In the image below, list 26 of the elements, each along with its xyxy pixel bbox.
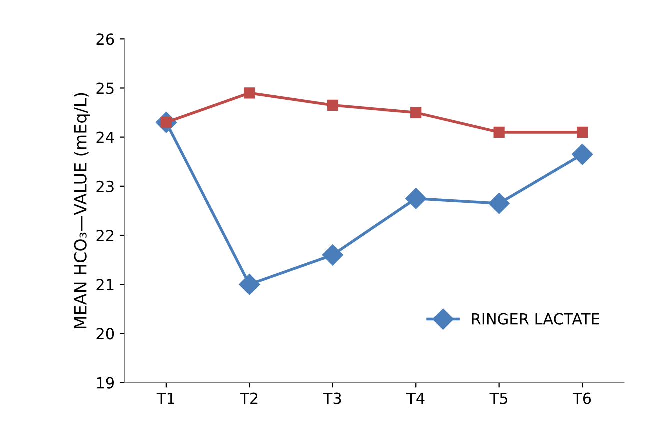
- x-tick-label: T5: [490, 392, 508, 404]
- point: [406, 188, 427, 210]
- point: [576, 126, 588, 138]
- point: [327, 100, 338, 111]
- point: [410, 107, 422, 118]
- legend-label: RINGER LACTATE: [472, 313, 600, 325]
- y-tick-label: 22: [96, 230, 114, 242]
- x-tick-label: T4: [406, 392, 425, 404]
- point: [244, 88, 256, 99]
- y-tick-label: 26: [96, 34, 114, 46]
- y-tick-label: 24: [96, 132, 114, 144]
- point: [239, 274, 260, 296]
- y-tick-label: 21: [96, 279, 114, 290]
- point: [494, 126, 505, 138]
- y-tick-label: 23: [96, 180, 114, 192]
- x-tick-label: T1: [156, 392, 175, 404]
- y-tick-label: 20: [96, 328, 114, 340]
- y-axis-title: MEAN HCO₃—VALUE (mEq/L): [74, 93, 90, 328]
- x-tick-label: T3: [323, 392, 342, 404]
- y-tick-label: 25: [96, 82, 114, 94]
- point: [322, 244, 344, 266]
- point: [488, 193, 510, 214]
- x-tick-label: T6: [572, 392, 592, 404]
- x-tick-label: T2: [240, 392, 258, 404]
- point: [572, 144, 594, 166]
- y-tick-label: 19: [97, 377, 114, 389]
